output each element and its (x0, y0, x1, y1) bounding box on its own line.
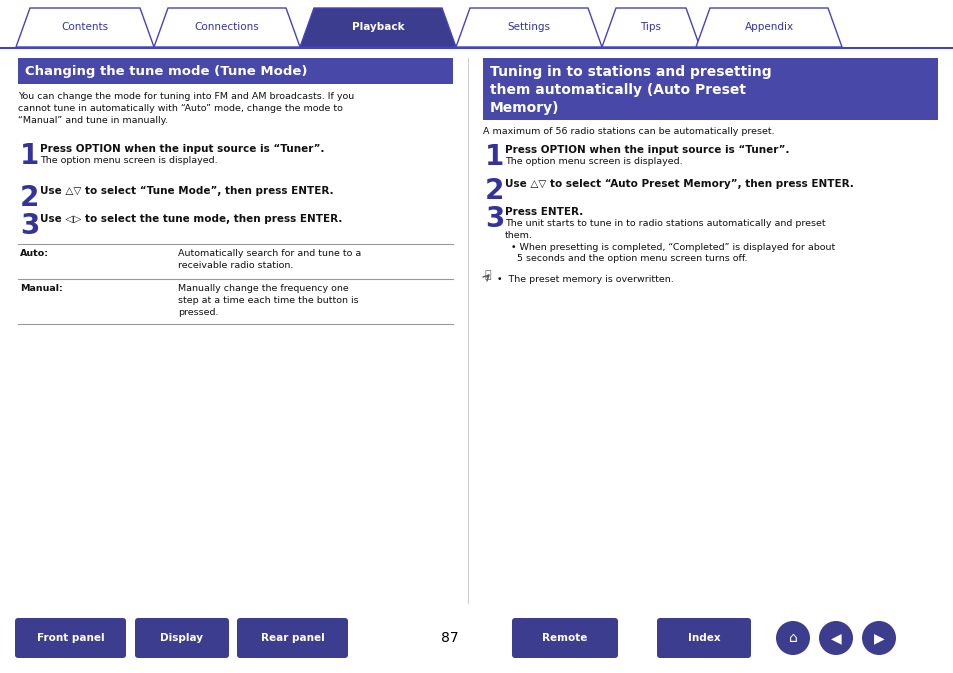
Text: 🖊: 🖊 (484, 270, 491, 280)
Text: •  The preset memory is overwritten.: • The preset memory is overwritten. (497, 275, 673, 284)
Bar (482, 58, 937, 120)
Text: Tuning in to stations and presetting
them automatically (Auto Preset
Memory): Tuning in to stations and presetting the… (490, 65, 771, 114)
Bar (18, 58, 453, 84)
Text: 3: 3 (484, 205, 504, 233)
Polygon shape (601, 8, 700, 47)
Text: 3: 3 (20, 212, 39, 240)
Text: Appendix: Appendix (743, 22, 793, 32)
Text: Rear panel: Rear panel (260, 633, 324, 643)
FancyBboxPatch shape (512, 618, 618, 658)
Polygon shape (153, 8, 299, 47)
FancyBboxPatch shape (657, 618, 750, 658)
Polygon shape (456, 8, 601, 47)
Text: Display: Display (160, 633, 203, 643)
Text: Connections: Connections (194, 22, 259, 32)
Polygon shape (16, 8, 153, 47)
FancyBboxPatch shape (15, 618, 126, 658)
Text: ◀: ◀ (830, 631, 841, 645)
Text: Changing the tune mode (Tune Mode): Changing the tune mode (Tune Mode) (25, 65, 307, 77)
Text: Index: Index (687, 633, 720, 643)
Text: Press ENTER.: Press ENTER. (504, 207, 582, 217)
Text: A maximum of 56 radio stations can be automatically preset.: A maximum of 56 radio stations can be au… (482, 127, 774, 136)
Circle shape (775, 621, 809, 655)
Text: 2: 2 (484, 177, 504, 205)
Text: Press OPTION when the input source is “Tuner”.: Press OPTION when the input source is “T… (40, 144, 324, 154)
Text: The option menu screen is displayed.: The option menu screen is displayed. (40, 156, 217, 165)
Text: ⌂: ⌂ (788, 631, 797, 645)
Text: Automatically search for and tune to a
receivable radio station.: Automatically search for and tune to a r… (178, 249, 361, 270)
Text: Use ◁▷ to select the tune mode, then press ENTER.: Use ◁▷ to select the tune mode, then pre… (40, 214, 342, 224)
Text: Use △▽ to select “Tune Mode”, then press ENTER.: Use △▽ to select “Tune Mode”, then press… (40, 186, 334, 196)
Text: Tips: Tips (639, 22, 660, 32)
Text: Remote: Remote (541, 633, 587, 643)
Text: 87: 87 (440, 631, 458, 645)
Text: Settings: Settings (507, 22, 550, 32)
Circle shape (862, 621, 895, 655)
FancyBboxPatch shape (236, 618, 348, 658)
Text: 2: 2 (20, 184, 39, 212)
Text: Playback: Playback (352, 22, 404, 32)
Text: 1: 1 (20, 142, 39, 170)
Text: 1: 1 (484, 143, 504, 171)
Text: Manual:: Manual: (20, 284, 63, 293)
FancyBboxPatch shape (135, 618, 229, 658)
Text: ▶: ▶ (873, 631, 883, 645)
Text: Contents: Contents (61, 22, 109, 32)
Text: Press OPTION when the input source is “Tuner”.: Press OPTION when the input source is “T… (504, 145, 789, 155)
Polygon shape (696, 8, 841, 47)
Text: Front panel: Front panel (36, 633, 104, 643)
Text: Use △▽ to select “Auto Preset Memory”, then press ENTER.: Use △▽ to select “Auto Preset Memory”, t… (504, 179, 853, 189)
Text: You can change the mode for tuning into FM and AM broadcasts. If you
cannot tune: You can change the mode for tuning into … (18, 92, 354, 125)
Text: Auto:: Auto: (20, 249, 49, 258)
Circle shape (818, 621, 852, 655)
Text: The option menu screen is displayed.: The option menu screen is displayed. (504, 157, 682, 166)
Text: The unit starts to tune in to radio stations automatically and preset
them.
  • : The unit starts to tune in to radio stat… (504, 219, 835, 263)
Text: Manually change the frequency one
step at a time each time the button is
pressed: Manually change the frequency one step a… (178, 284, 358, 316)
Polygon shape (299, 8, 456, 47)
